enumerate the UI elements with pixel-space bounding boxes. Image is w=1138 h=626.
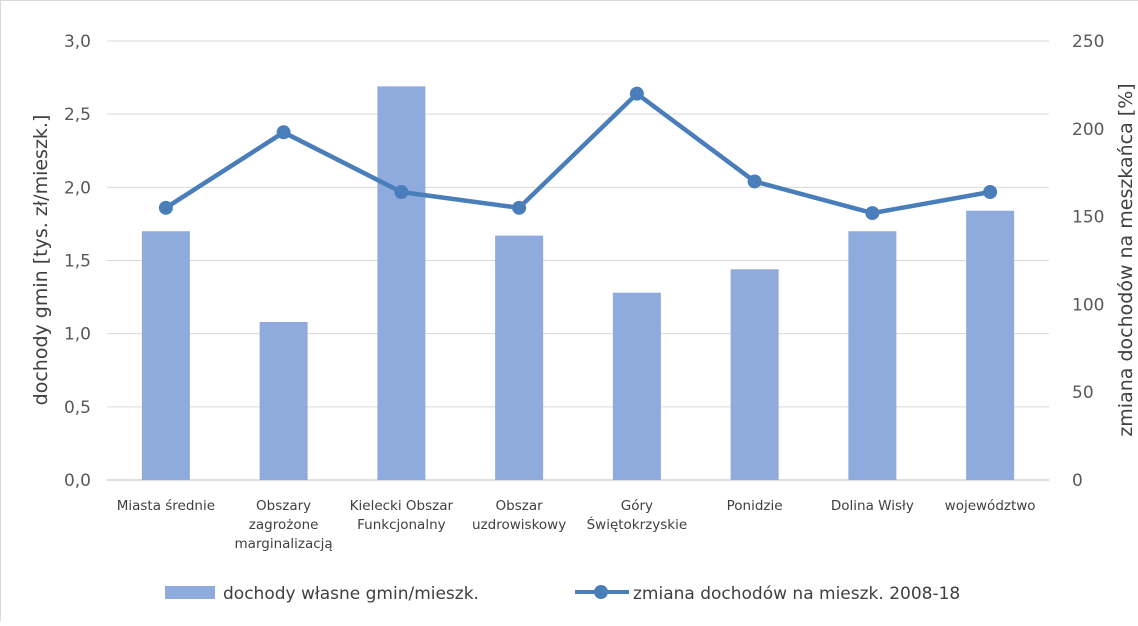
bar	[259, 321, 308, 480]
bar	[966, 210, 1015, 480]
legend-bar-label: dochody własne gmin/mieszk.	[223, 584, 479, 604]
category-label-line: uzdrowiskowy	[472, 517, 566, 533]
left-tick-label: 1,0	[64, 325, 91, 345]
category-label-line: Ponidzie	[727, 498, 783, 514]
category-label-line: Miasta średnie	[117, 498, 215, 514]
line-path	[164, 91, 991, 216]
left-tick-label: 0,5	[64, 398, 91, 418]
bar	[141, 231, 190, 480]
line-point	[158, 200, 173, 215]
bar-series	[141, 86, 1015, 480]
left-axis-ticks: 0,0 0,5 1,0 1,5 2,0 2,5 3,0	[64, 32, 91, 491]
bar	[495, 235, 544, 480]
right-axis-ticks: 0 50 100 150 200 250	[1072, 32, 1104, 491]
line-point	[983, 185, 998, 200]
line-point	[394, 185, 409, 200]
category-label: Kielecki Obszar Funkcjonalny	[350, 498, 454, 533]
category-label-line: zagrożone	[249, 517, 319, 533]
legend-bar-swatch	[165, 586, 215, 599]
category-labels: Miasta średnie Obszary zagrożone marginaliz…	[117, 498, 1036, 552]
category-label-line: województwo	[945, 498, 1036, 514]
category-label: Góry Świętokrzyskie	[587, 498, 688, 533]
right-tick-label: 200	[1072, 120, 1104, 140]
left-tick-label: 2,0	[64, 178, 91, 198]
category-label-line: marginalizacją	[235, 536, 333, 552]
left-tick-label: 0,0	[64, 471, 91, 491]
legend: dochody własne gmin/mieszk. zmiana docho…	[165, 584, 960, 604]
category-label-line: Dolina Wisły	[831, 498, 914, 514]
right-tick-label: 150	[1072, 208, 1104, 228]
bar	[848, 231, 897, 480]
category-label: Ponidzie	[727, 498, 783, 514]
left-tick-label: 3,0	[64, 32, 91, 52]
right-tick-label: 50	[1072, 383, 1094, 403]
bar	[730, 269, 779, 480]
line-point	[629, 86, 644, 101]
left-tick-label: 1,5	[64, 252, 91, 272]
category-label: Miasta średnie	[117, 498, 215, 514]
category-label-line: Funkcjonalny	[357, 517, 446, 533]
category-label: województwo	[945, 498, 1036, 514]
category-label-line: Góry	[621, 498, 653, 514]
line-point	[747, 174, 762, 189]
category-label-line: Obszar	[496, 498, 544, 514]
category-label-line: Obszary	[256, 498, 311, 514]
category-label: Obszar uzdrowiskowy	[472, 498, 566, 533]
bar	[377, 86, 426, 480]
category-label-line: Świętokrzyskie	[587, 515, 688, 533]
line-point	[276, 125, 291, 140]
left-tick-label: 2,5	[64, 105, 91, 125]
category-label: Dolina Wisły	[831, 498, 914, 514]
right-axis-title: zmiana dochodów na meszkańca [%]	[1115, 83, 1137, 436]
line-point	[512, 200, 527, 215]
gridlines	[107, 40, 1049, 481]
line-point	[865, 206, 880, 221]
right-tick-label: 0	[1072, 471, 1083, 491]
legend-line-label: zmiana dochodów na mieszk. 2008-18	[633, 584, 960, 604]
category-label: Obszary zagrożone marginalizacją	[235, 498, 333, 552]
category-label-line: Kielecki Obszar	[350, 498, 454, 514]
right-tick-label: 250	[1072, 32, 1104, 52]
left-axis-title: dochody gmin [tys. zł/mieszk.]	[30, 115, 52, 406]
right-tick-label: 100	[1072, 295, 1104, 315]
bar	[612, 292, 661, 480]
legend-line-marker	[594, 585, 608, 599]
line-series	[158, 86, 998, 221]
